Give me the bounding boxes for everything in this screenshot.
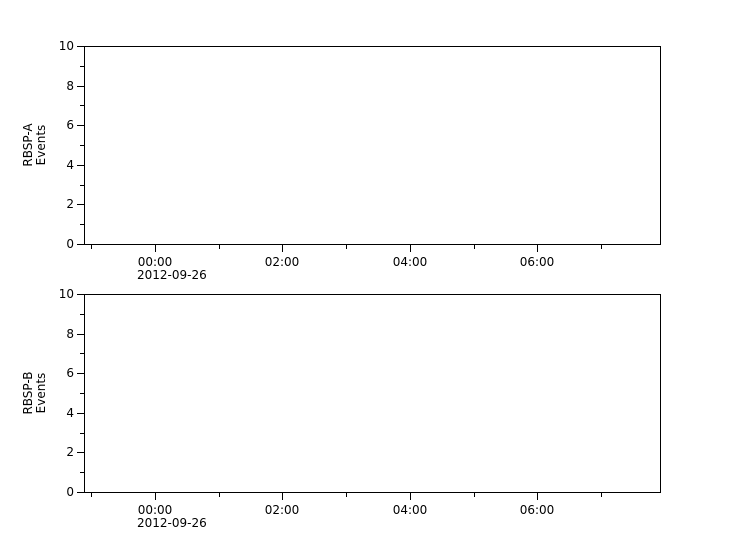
y-major-tick [77,165,84,166]
x-major-tick [537,245,538,252]
x-tick-label: 00:00 [137,503,173,517]
x-tick-label: 04:00 [392,255,428,269]
x-tick-label: 00:00 [137,255,173,269]
plot-area-rbsp-b [84,294,661,493]
x-minor-tick [474,493,475,497]
x-major-tick [282,245,283,252]
x-minor-tick [474,245,475,249]
y-axis-label-line2: Events [34,124,48,166]
y-major-tick [77,294,84,295]
x-major-tick [410,493,411,500]
x-minor-tick [219,245,220,249]
y-major-tick [77,46,84,47]
y-tick-label: 8 [66,327,74,341]
y-major-tick [77,452,84,453]
y-major-tick [77,373,84,374]
plot-area-rbsp-a [84,46,661,245]
x-minor-tick [601,493,602,497]
x-date-label: 2012-09-26 [137,516,207,530]
y-minor-tick [80,393,84,394]
x-tick-label: 04:00 [392,503,428,517]
y-tick-label: 6 [66,118,74,132]
y-tick-label: 0 [66,237,74,251]
y-minor-tick [80,433,84,434]
y-axis-label-line2: Events [34,372,48,414]
y-major-tick [77,413,84,414]
y-tick-label: 2 [66,197,74,211]
y-tick-label: 4 [66,158,74,172]
y-axis-label-rbsp-b: RBSP-B Events [21,333,48,453]
x-minor-tick [91,245,92,249]
y-minor-tick [80,353,84,354]
y-major-tick [77,492,84,493]
x-date-label: 2012-09-26 [137,268,207,282]
x-minor-tick [346,245,347,249]
x-major-tick [155,245,156,252]
y-major-tick [77,334,84,335]
y-minor-tick [80,145,84,146]
y-tick-label: 2 [66,445,74,459]
x-tick-label: 06:00 [519,503,555,517]
x-tick-label: 06:00 [519,255,555,269]
x-major-tick [155,493,156,500]
y-minor-tick [80,472,84,473]
x-minor-tick [219,493,220,497]
y-axis-label-rbsp-a: RBSP-A Events [21,85,48,205]
y-tick-label: 4 [66,406,74,420]
x-tick-label: 02:00 [264,255,300,269]
y-tick-label: 10 [58,287,74,301]
y-minor-tick [80,314,84,315]
y-minor-tick [80,185,84,186]
y-major-tick [77,86,84,87]
x-minor-tick [601,245,602,249]
x-major-tick [282,493,283,500]
y-major-tick [77,204,84,205]
y-tick-label: 8 [66,79,74,93]
x-minor-tick [346,493,347,497]
x-minor-tick [91,493,92,497]
y-tick-label: 0 [66,485,74,499]
x-major-tick [537,493,538,500]
y-major-tick [77,244,84,245]
y-major-tick [77,125,84,126]
x-major-tick [410,245,411,252]
y-minor-tick [80,105,84,106]
y-tick-label: 6 [66,366,74,380]
y-minor-tick [80,66,84,67]
x-tick-label: 02:00 [264,503,300,517]
y-minor-tick [80,224,84,225]
y-tick-label: 10 [58,39,74,53]
